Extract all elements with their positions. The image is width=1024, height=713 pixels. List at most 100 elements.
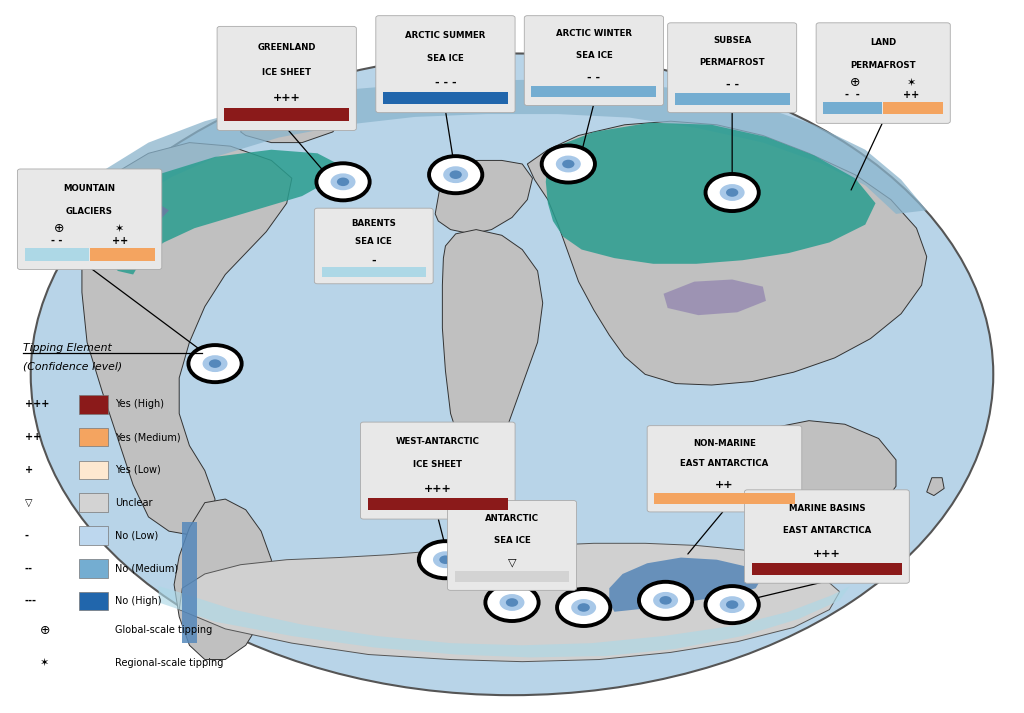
Text: ++: ++ xyxy=(903,91,920,101)
Polygon shape xyxy=(94,200,169,227)
Text: No (Low): No (Low) xyxy=(115,530,158,540)
Text: ✶: ✶ xyxy=(40,658,50,668)
Text: ++: ++ xyxy=(715,480,734,491)
Text: +++: +++ xyxy=(813,549,841,560)
Bar xyxy=(654,493,795,504)
Circle shape xyxy=(712,590,753,619)
FancyBboxPatch shape xyxy=(744,490,909,583)
Bar xyxy=(675,93,790,105)
Circle shape xyxy=(645,586,686,615)
Circle shape xyxy=(425,545,466,574)
FancyBboxPatch shape xyxy=(360,422,515,519)
Bar xyxy=(90,248,155,261)
Text: No (High): No (High) xyxy=(115,596,161,606)
Bar xyxy=(79,592,108,610)
Text: Yes (Low): Yes (Low) xyxy=(115,465,161,475)
Text: ✶: ✶ xyxy=(906,78,916,88)
Bar xyxy=(79,428,108,446)
Circle shape xyxy=(435,160,476,189)
Bar xyxy=(79,493,108,512)
Circle shape xyxy=(202,354,228,373)
Text: ✶: ✶ xyxy=(116,224,125,234)
Text: EAST ANTARCTICA: EAST ANTARCTICA xyxy=(680,459,769,468)
Polygon shape xyxy=(527,121,927,385)
Circle shape xyxy=(506,598,518,607)
FancyBboxPatch shape xyxy=(217,26,356,130)
Ellipse shape xyxy=(31,53,993,695)
Bar xyxy=(752,563,902,575)
Text: ⊕: ⊕ xyxy=(54,222,65,235)
Bar xyxy=(823,102,883,115)
Polygon shape xyxy=(82,143,292,535)
Polygon shape xyxy=(179,543,840,662)
Polygon shape xyxy=(435,160,532,234)
Circle shape xyxy=(337,178,349,186)
Text: +++: +++ xyxy=(25,399,49,409)
Circle shape xyxy=(485,584,539,621)
Text: --: -- xyxy=(25,563,33,573)
Circle shape xyxy=(726,188,738,197)
Text: MARINE BASINS: MARINE BASINS xyxy=(788,504,865,513)
Text: +: + xyxy=(25,465,33,475)
Polygon shape xyxy=(742,421,896,528)
Polygon shape xyxy=(174,499,271,660)
Circle shape xyxy=(195,349,236,378)
Bar xyxy=(383,92,508,104)
Circle shape xyxy=(209,359,221,368)
Bar xyxy=(79,526,108,545)
FancyBboxPatch shape xyxy=(17,169,162,270)
FancyBboxPatch shape xyxy=(647,426,802,512)
Circle shape xyxy=(442,165,469,184)
Circle shape xyxy=(542,145,595,183)
Circle shape xyxy=(492,588,532,617)
Circle shape xyxy=(548,150,589,178)
Circle shape xyxy=(719,595,745,614)
Circle shape xyxy=(419,541,472,578)
Bar xyxy=(455,571,569,583)
Circle shape xyxy=(499,593,525,612)
Circle shape xyxy=(578,603,590,612)
Text: ---: --- xyxy=(25,596,37,606)
Circle shape xyxy=(439,555,452,564)
FancyBboxPatch shape xyxy=(524,16,664,106)
Bar xyxy=(79,559,108,578)
Text: ++: ++ xyxy=(25,432,41,442)
Text: SEA ICE: SEA ICE xyxy=(494,535,530,545)
Circle shape xyxy=(712,178,753,207)
FancyBboxPatch shape xyxy=(816,23,950,123)
Text: WEST-ANTARCTIC: WEST-ANTARCTIC xyxy=(396,437,479,446)
FancyBboxPatch shape xyxy=(314,208,433,284)
Text: No (Medium): No (Medium) xyxy=(115,563,178,573)
Bar xyxy=(368,498,508,511)
Text: LAND: LAND xyxy=(870,38,896,46)
Polygon shape xyxy=(159,586,850,657)
Circle shape xyxy=(557,589,610,626)
Text: Yes (Medium): Yes (Medium) xyxy=(115,432,180,442)
Text: -  -: - - xyxy=(845,91,860,101)
Circle shape xyxy=(726,600,738,609)
Text: EAST ANTARCTICA: EAST ANTARCTICA xyxy=(782,526,871,535)
Circle shape xyxy=(429,156,482,193)
Bar xyxy=(224,108,349,121)
Text: ARCTIC SUMMER: ARCTIC SUMMER xyxy=(406,31,485,40)
Text: GREENLAND: GREENLAND xyxy=(257,43,316,52)
Text: ⊕: ⊕ xyxy=(850,76,860,89)
Circle shape xyxy=(555,155,582,173)
Text: +++: +++ xyxy=(272,93,301,103)
Polygon shape xyxy=(546,123,876,264)
Circle shape xyxy=(562,160,574,168)
Text: Regional-scale tipping: Regional-scale tipping xyxy=(115,658,223,668)
Polygon shape xyxy=(241,86,348,143)
Text: SEA ICE: SEA ICE xyxy=(575,51,612,60)
Text: - -: - - xyxy=(588,73,600,83)
Text: SEA ICE: SEA ICE xyxy=(355,237,392,246)
Text: Global-scale tipping: Global-scale tipping xyxy=(115,625,212,635)
Text: Unclear: Unclear xyxy=(115,498,153,508)
Text: ▽: ▽ xyxy=(508,558,516,568)
Polygon shape xyxy=(182,522,197,643)
Text: GLACIERS: GLACIERS xyxy=(67,207,113,216)
Text: ICE SHEET: ICE SHEET xyxy=(414,461,462,469)
Bar xyxy=(25,248,88,261)
Text: - -: - - xyxy=(726,80,738,90)
Text: - -: - - xyxy=(51,237,62,247)
